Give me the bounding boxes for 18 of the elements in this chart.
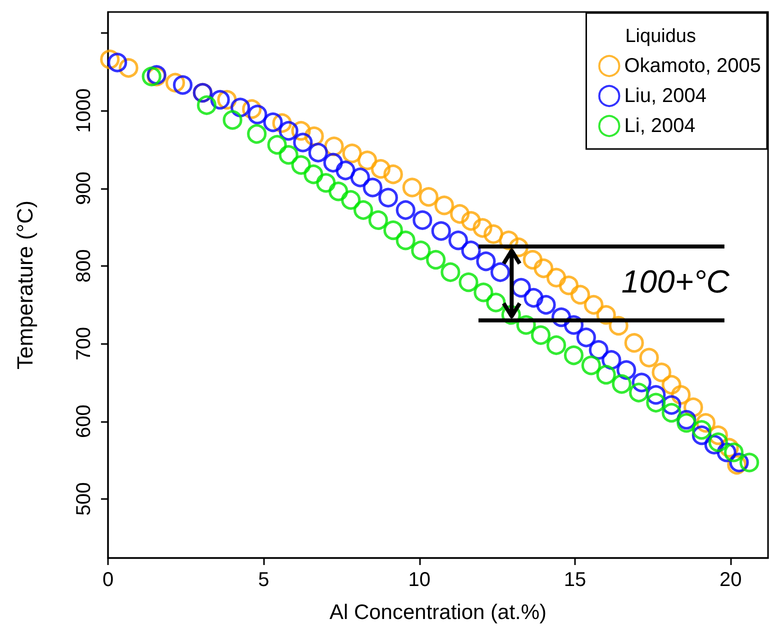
annotation: 100+°C: [621, 263, 730, 300]
legend-label: Liu, 2004: [624, 85, 707, 107]
x-tick-label: 5: [258, 569, 270, 591]
legend-title: Liquidus: [625, 26, 696, 47]
y-tick-label: 800: [73, 249, 95, 283]
y-tick-label: 1000: [73, 88, 95, 133]
x-tick-label: 20: [720, 569, 742, 591]
x-axis-title: Al Concentration (at.%): [329, 601, 547, 624]
x-tick-label: 0: [102, 569, 114, 591]
x-tick-label: 15: [564, 569, 586, 591]
y-tick-label: 900: [73, 172, 95, 205]
y-axis-title: Temperature (°C): [12, 200, 38, 370]
legend-label: Okamoto, 2005: [624, 55, 761, 77]
y-tick-label: 700: [73, 326, 95, 360]
y-tick-label: 500: [73, 482, 95, 516]
x-tick-label: 10: [408, 569, 430, 591]
y-tick-label: 600: [73, 404, 95, 438]
legend-label: Li, 2004: [624, 115, 696, 137]
